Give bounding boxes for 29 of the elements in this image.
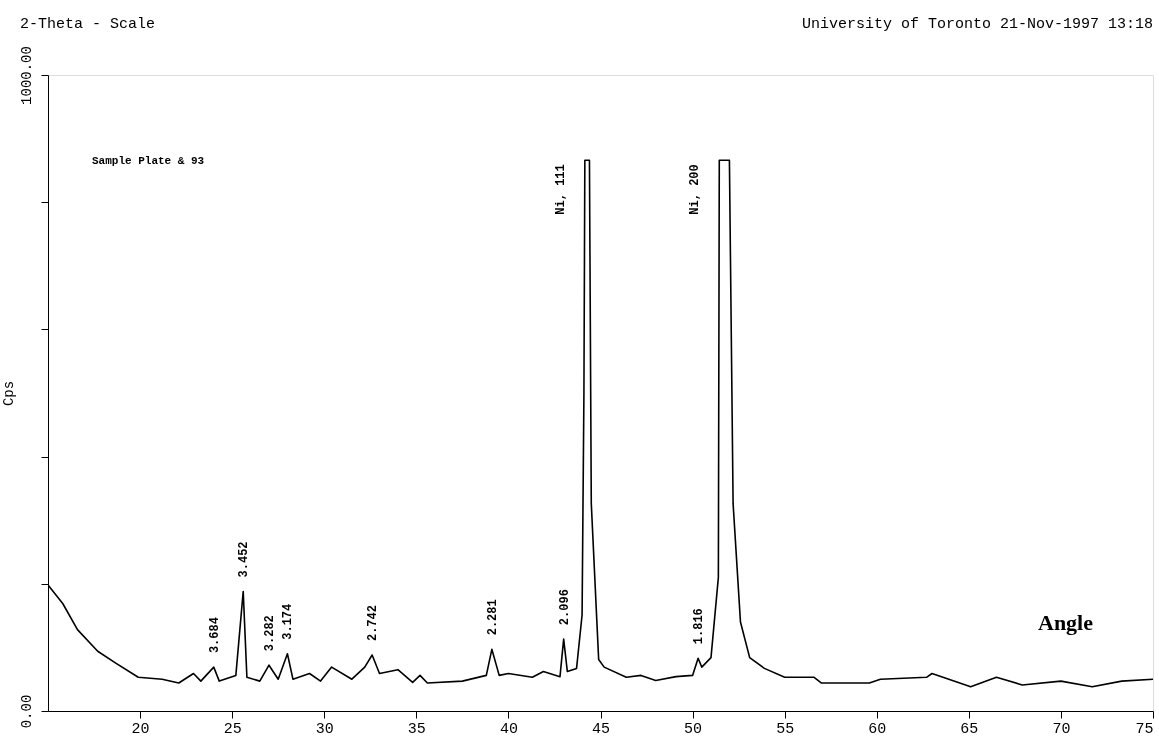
x-tick-label: 35 xyxy=(407,720,426,738)
annotation: 2.742 xyxy=(366,605,381,642)
x-tick-label: 50 xyxy=(684,720,703,738)
y-tick-label: 0.00 xyxy=(18,694,35,729)
x-tick-label: 45 xyxy=(591,720,611,738)
x-tick-label: 75 xyxy=(1135,720,1154,738)
y-tick-label: 1000.00 xyxy=(18,46,35,105)
annotation: 2.096 xyxy=(557,589,572,626)
annotation: Ni, 200 xyxy=(688,164,703,215)
x-tick-label: 60 xyxy=(868,720,887,738)
annotation: 3.452 xyxy=(237,541,252,578)
annotation: 3.282 xyxy=(263,615,277,652)
annotation: Ni, 111 xyxy=(553,164,568,215)
annotation: 3.684 xyxy=(207,617,222,654)
x-tick-label: 70 xyxy=(1052,720,1071,738)
x-tick-label: 55 xyxy=(776,720,795,738)
x-tick-label: 40 xyxy=(499,720,518,738)
chart-subtitle: University of Toronto 21-Nov-1997 13:18 xyxy=(801,16,1153,33)
x-tick-label: 20 xyxy=(131,720,150,738)
x-tick-label: 30 xyxy=(315,720,334,738)
annotation: Angle xyxy=(1038,610,1094,635)
annotation: 3.174 xyxy=(281,603,296,640)
chart-title: 2-Theta - Scale xyxy=(20,16,156,33)
annotation: Sample Plate & 93 xyxy=(92,155,205,167)
annotation: 1.816 xyxy=(692,608,707,645)
x-tick-label: 65 xyxy=(960,720,979,738)
x-tick-label: 25 xyxy=(223,720,242,738)
annotation: 2.281 xyxy=(485,599,500,636)
y-axis-title: Cps xyxy=(0,380,17,407)
